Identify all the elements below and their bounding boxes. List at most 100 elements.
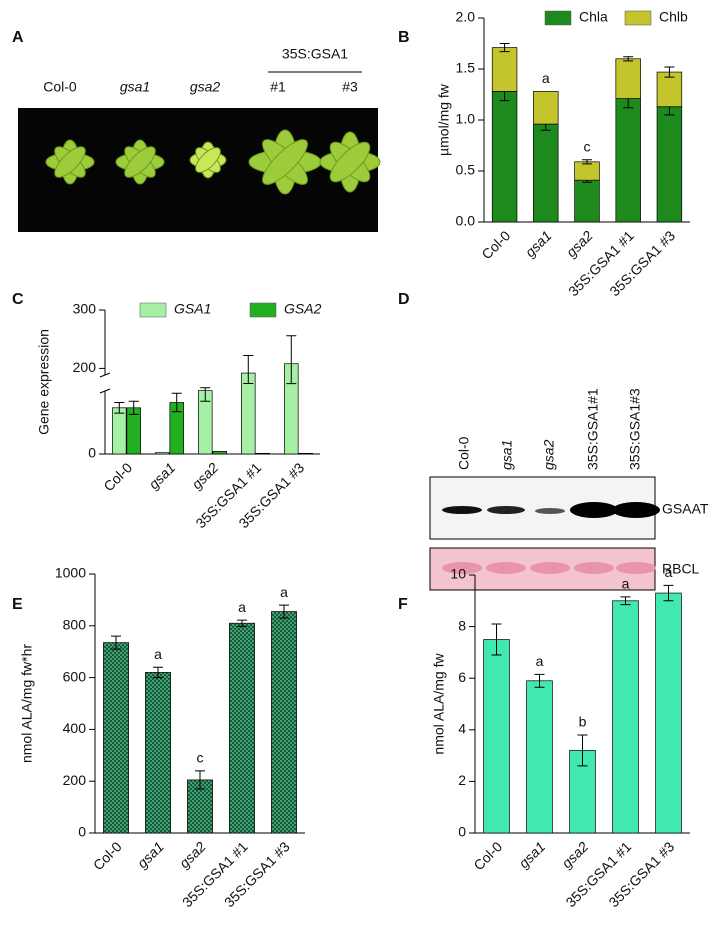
x-tick-label: gsa1 [515, 838, 548, 871]
x-tick-label: gsa2 [558, 838, 591, 871]
x-tick-label: Col-0 [90, 838, 125, 873]
significance-letter: b [579, 714, 587, 730]
x-tick-label: Col-0 [478, 227, 513, 262]
bar-segment [491, 91, 518, 223]
band-label: GSAAT [662, 501, 709, 517]
lane-label: Col-0 [456, 436, 472, 470]
bar [271, 611, 297, 834]
y-tick-label: 0.5 [456, 162, 476, 178]
error-bar [111, 635, 121, 650]
y-tick-label: 0.0 [456, 213, 476, 229]
x-tick-label: gsa2 [563, 227, 596, 260]
significance-letter: c [197, 750, 204, 766]
plant-label: #3 [342, 79, 358, 95]
plant-label: gsa1 [120, 79, 150, 95]
panel-label: C [12, 291, 24, 308]
bar-segment [615, 58, 641, 99]
lane-label: gsa1 [499, 440, 515, 470]
error-bar [171, 392, 182, 413]
legend-label: Chla [579, 9, 608, 25]
legend-label: Chlb [659, 9, 688, 25]
panel-label: B [398, 29, 410, 46]
error-bar [195, 770, 205, 790]
bar-segment [533, 91, 559, 125]
panel-label: F [398, 596, 408, 613]
y-tick-label: 300 [73, 301, 97, 317]
plant-label: Col-0 [43, 79, 77, 95]
error-bar [153, 666, 163, 679]
bar-segment [656, 71, 683, 108]
bar [241, 372, 256, 455]
error-bar [620, 596, 631, 606]
bar [298, 452, 313, 455]
y-axis-label: nmol ALA/mg fw [431, 653, 447, 755]
significance-letter: a [280, 584, 288, 600]
western-blot [429, 476, 660, 591]
error-bar [582, 159, 592, 165]
legend-swatch [139, 302, 167, 318]
y-tick-label: 800 [63, 617, 87, 633]
y-tick-label: 4 [458, 721, 466, 737]
x-tick-label: gsa1 [522, 227, 555, 260]
legend-swatch [249, 302, 277, 318]
error-bar [577, 734, 588, 767]
error-bar [243, 355, 254, 385]
x-tick-label: Col-0 [470, 838, 505, 873]
y-axis-label: µmol/mg fw [436, 83, 452, 156]
y-tick-label: 0 [88, 445, 96, 461]
error-bar [534, 673, 545, 688]
y-tick-label: 2 [458, 772, 466, 788]
bar [212, 451, 227, 455]
error-bar [237, 619, 247, 627]
x-tick-label: Col-0 [100, 459, 135, 494]
y-tick-label: 1000 [55, 565, 86, 581]
group-label: 35S:GSA1 [282, 46, 348, 62]
bar [229, 622, 255, 834]
plant-label: gsa2 [190, 79, 221, 95]
bar [526, 680, 553, 834]
y-tick-label: 0 [458, 824, 466, 840]
band-label: RBCL [662, 561, 700, 577]
bar [655, 592, 682, 834]
significance-letter: a [622, 576, 630, 592]
y-tick-label: 600 [63, 668, 87, 684]
error-bar [499, 43, 510, 53]
legend-label: GSA2 [284, 301, 322, 317]
y-tick-label: 1.5 [456, 60, 476, 76]
bar [155, 452, 170, 455]
panel-label: E [12, 596, 23, 613]
error-bar [200, 387, 211, 402]
x-tick-label: gsa2 [188, 459, 221, 492]
y-tick-label: 8 [458, 617, 466, 633]
bar-segment [656, 106, 683, 223]
axis-break [99, 372, 111, 378]
bar-segment [615, 98, 641, 223]
significance-letter: a [536, 653, 544, 669]
error-bar [491, 623, 502, 656]
significance-letter: c [584, 138, 591, 154]
bar-segment [491, 47, 518, 92]
plant-label: #1 [270, 79, 286, 95]
error-bar [664, 66, 675, 78]
lane-label: gsa2 [541, 439, 557, 470]
y-tick-label: 10 [450, 566, 466, 582]
significance-letter: a [154, 646, 162, 662]
panel-label: A [12, 29, 24, 46]
error-bar [286, 335, 297, 385]
y-axis-label: Gene expression [36, 329, 52, 435]
y-tick-label: 200 [73, 359, 97, 375]
bar-segment [574, 161, 600, 181]
bar [145, 672, 171, 834]
y-tick-label: 6 [458, 669, 466, 685]
legend-swatch [624, 10, 652, 26]
error-bar [114, 402, 125, 414]
error-bar [663, 584, 674, 602]
y-tick-label: 400 [63, 720, 87, 736]
legend-label: GSA1 [174, 301, 211, 317]
error-bar [279, 604, 289, 619]
axis-break [99, 388, 111, 394]
significance-letter: a [542, 70, 550, 86]
y-tick-label: 1.0 [456, 111, 476, 127]
legend-swatch [544, 10, 572, 26]
